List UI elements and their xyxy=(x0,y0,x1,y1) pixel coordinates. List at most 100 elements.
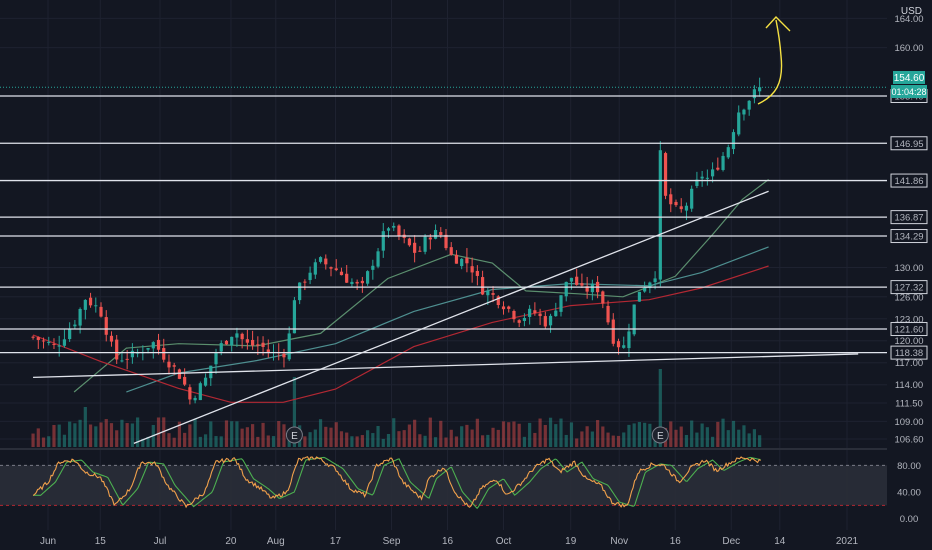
earnings-marker[interactable]: E xyxy=(651,426,669,444)
candle xyxy=(742,108,746,121)
candle-body xyxy=(73,324,77,327)
volume-bar xyxy=(690,420,694,447)
candle xyxy=(710,162,715,183)
candle-body xyxy=(386,228,391,231)
volume-bar xyxy=(710,436,715,447)
volume-bar xyxy=(496,429,500,447)
volume-bar xyxy=(616,435,621,447)
candle-body xyxy=(371,265,375,270)
stochastic-panel xyxy=(0,448,932,510)
time-axis: Jun 15 Jul 20 Aug 17 Sep 16 Oct 19 Nov 16 Dec 14 2021 xyxy=(0,530,932,550)
candle-body xyxy=(240,333,244,340)
candle-body xyxy=(392,225,396,228)
volume-bar xyxy=(538,418,542,447)
candle-body xyxy=(548,315,553,326)
candle-body xyxy=(334,268,338,271)
candle-body xyxy=(643,287,647,292)
price-axis-label: 109.00 xyxy=(894,417,923,428)
candle-body xyxy=(57,345,61,347)
earnings-marker[interactable]: E xyxy=(285,426,303,444)
volume-bar xyxy=(162,417,166,447)
candle-body xyxy=(752,89,757,99)
candle xyxy=(235,327,239,347)
candle xyxy=(266,339,270,358)
volume-bar xyxy=(94,426,98,447)
volume-bar xyxy=(533,432,537,447)
candle-body xyxy=(543,316,547,327)
price-axis-label: 117.00 xyxy=(895,358,923,369)
volume-bar xyxy=(392,418,396,447)
volume-bar xyxy=(402,430,406,447)
candle xyxy=(554,302,558,317)
candle xyxy=(407,237,412,247)
volume-bar xyxy=(245,427,249,447)
level-price-box xyxy=(890,173,928,188)
candle xyxy=(156,333,161,355)
candle xyxy=(528,305,532,325)
volume-bar xyxy=(224,420,229,447)
volume-bar xyxy=(444,437,448,447)
candle xyxy=(104,310,108,342)
volume-bar xyxy=(627,424,631,447)
volume-bar xyxy=(198,436,202,447)
volume-bar xyxy=(564,434,568,447)
candle-body xyxy=(292,300,297,334)
volume-bar xyxy=(350,436,354,447)
candle xyxy=(256,336,260,355)
candle xyxy=(115,334,119,364)
candle-body xyxy=(130,350,134,358)
countdown-tag-text: 01:04:28 xyxy=(891,87,926,97)
long-support-trendline xyxy=(33,353,859,379)
candle-body xyxy=(564,281,568,297)
moving-average-line xyxy=(73,179,769,393)
trendlines xyxy=(33,190,859,444)
volume-bar xyxy=(580,431,584,447)
time-axis-label: Dec xyxy=(722,536,740,547)
candle-body xyxy=(329,267,333,269)
volume-bar xyxy=(585,426,589,447)
candle xyxy=(397,224,401,241)
moving-average-line xyxy=(126,246,769,393)
candle xyxy=(637,291,642,302)
volume-bar xyxy=(491,427,495,447)
candle xyxy=(517,319,521,328)
volume-bar xyxy=(120,419,124,447)
level-price-box xyxy=(890,210,928,225)
volume-bar xyxy=(371,433,375,447)
volume-bar xyxy=(433,437,438,447)
candle xyxy=(130,343,134,364)
volume-bar xyxy=(460,426,464,447)
time-axis-label: 19 xyxy=(565,536,577,547)
candle xyxy=(700,170,704,187)
time-axis-label: 16 xyxy=(670,536,682,547)
candle-body xyxy=(428,237,432,240)
time-axis-label: 17 xyxy=(330,536,342,547)
candle-body xyxy=(423,236,427,252)
candle xyxy=(52,338,56,350)
candle xyxy=(366,270,370,286)
candle-body xyxy=(758,87,762,92)
time-axis-label: Aug xyxy=(267,536,285,547)
volume-bar xyxy=(366,430,370,447)
candle-body xyxy=(318,257,323,262)
volume-bar xyxy=(203,434,208,447)
candle xyxy=(522,313,527,327)
volume-bar xyxy=(141,438,145,447)
candle xyxy=(418,246,422,252)
volume-bar xyxy=(543,424,547,447)
volume-bar xyxy=(684,434,689,447)
candle-body xyxy=(569,277,574,282)
volume-bar xyxy=(345,432,349,447)
time-axis-label: 2021 xyxy=(836,536,859,547)
candle-body xyxy=(151,342,155,349)
time-axis-background xyxy=(0,530,932,550)
candle-body xyxy=(219,343,223,352)
volume-bar xyxy=(183,432,187,447)
time-axis-label: 16 xyxy=(442,536,454,547)
candle-body xyxy=(183,376,187,385)
volume-bar xyxy=(99,422,103,447)
volume-bar xyxy=(209,421,213,447)
candle-body xyxy=(742,109,746,115)
candle-body xyxy=(198,383,202,401)
